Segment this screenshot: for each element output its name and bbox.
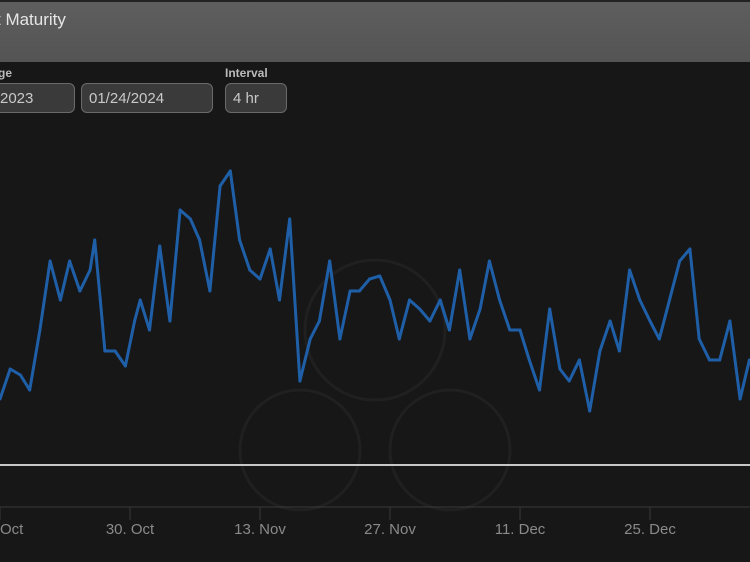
data-point (678, 259, 682, 263)
x-tick-label: Oct (0, 521, 24, 538)
data-point (498, 298, 502, 302)
data-point (168, 319, 172, 323)
data-point (178, 208, 182, 212)
x-tick-label: 25. Dec (624, 521, 676, 538)
data-point (388, 298, 392, 302)
data-point (158, 244, 162, 248)
data-point (598, 349, 602, 353)
data-point (418, 307, 422, 311)
data-point (18, 373, 22, 377)
data-point (508, 328, 512, 332)
data-point (487, 259, 491, 263)
data-point (368, 277, 372, 281)
data-point (348, 289, 352, 293)
data-point (608, 319, 612, 323)
data-point (278, 298, 282, 302)
data-point (638, 298, 642, 302)
data-point (728, 319, 732, 323)
data-point (617, 349, 621, 353)
data-point (378, 274, 382, 278)
watermark (238, 258, 512, 512)
data-point (668, 298, 672, 302)
data-point (123, 364, 127, 368)
x-tick-label: 30. Oct (106, 521, 155, 538)
data-point (48, 259, 52, 263)
data-point (548, 307, 552, 311)
data-point (648, 319, 652, 323)
data-point (68, 259, 72, 263)
data-point (88, 268, 92, 272)
data-point (248, 268, 252, 272)
data-point (258, 277, 262, 281)
header-bar: t Maturity (0, 0, 750, 62)
data-point (198, 238, 202, 242)
data-point (688, 247, 692, 251)
data-point (447, 328, 451, 332)
data-point (408, 298, 412, 302)
x-tick-label: 13. Nov (234, 521, 286, 538)
data-point (58, 298, 62, 302)
data-point (188, 217, 192, 221)
end-date-input[interactable]: 01/24/2024 (81, 83, 213, 113)
data-point (28, 388, 32, 392)
data-point (113, 349, 117, 353)
data-point (228, 169, 232, 173)
data-point (397, 337, 401, 341)
data-point (538, 388, 542, 392)
data-point (148, 328, 152, 332)
data-point (317, 319, 321, 323)
data-point (577, 358, 581, 362)
start-date-input[interactable]: 2023 (0, 83, 75, 113)
data-point (8, 367, 12, 371)
data-point (357, 289, 361, 293)
data-point (588, 409, 592, 413)
data-point (328, 259, 332, 263)
data-point (518, 328, 522, 332)
page-title: t Maturity (0, 10, 66, 29)
data-point (718, 358, 722, 362)
interval-label: Interval (225, 66, 268, 80)
data-point (338, 337, 342, 341)
data-point (138, 298, 142, 302)
x-tick-label: 27. Nov (364, 521, 416, 538)
data-point (738, 397, 742, 401)
data-point (567, 379, 571, 383)
data-point (558, 367, 562, 371)
data-point (268, 247, 272, 251)
data-point (78, 289, 82, 293)
x-tick-label: 11. Dec (495, 521, 546, 538)
data-point (428, 319, 432, 323)
data-point (103, 349, 107, 353)
data-point (747, 358, 750, 362)
data-point (527, 358, 531, 362)
data-point (38, 328, 42, 332)
data-point (468, 337, 472, 341)
data-point (98, 298, 102, 302)
data-point (707, 358, 711, 362)
data-point (308, 337, 312, 341)
data-point (628, 268, 632, 272)
data-point (238, 238, 242, 242)
range-label: ge (0, 66, 13, 80)
data-point (478, 307, 482, 311)
data-point (697, 337, 701, 341)
data-point (0, 397, 2, 401)
data-point (288, 217, 292, 221)
interval-select[interactable]: 4 hr (225, 83, 287, 113)
data-point (458, 268, 462, 272)
data-point (298, 379, 302, 383)
data-point (93, 238, 97, 242)
data-point (218, 184, 222, 188)
data-point (133, 319, 137, 323)
data-point (657, 337, 661, 341)
data-point (438, 298, 442, 302)
data-point (208, 289, 212, 293)
series-line (0, 169, 750, 413)
